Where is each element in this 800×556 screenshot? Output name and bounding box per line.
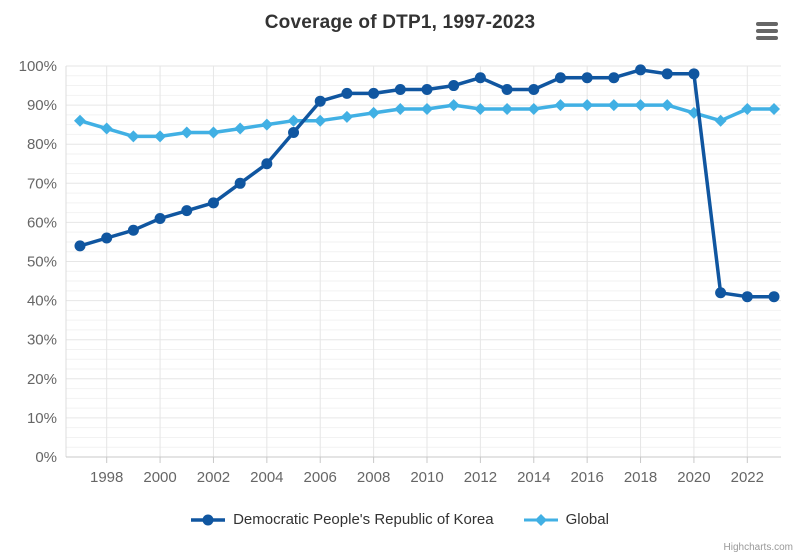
x-tick-label: 2008 [357,469,390,486]
data-point[interactable] [714,114,727,127]
data-point[interactable] [261,158,273,170]
data-point[interactable] [207,197,219,209]
data-point[interactable] [368,87,380,99]
x-tick-label: 2014 [517,469,550,486]
data-point[interactable] [741,103,754,116]
hamburger-menu-icon[interactable] [754,20,780,42]
x-tick-label: 2016 [570,469,603,486]
data-point[interactable] [127,224,139,236]
legend-label-dprk: Democratic People's Republic of Korea [233,511,494,528]
y-tick-label: 0% [35,449,57,466]
data-point[interactable] [741,291,753,303]
data-point[interactable] [554,99,567,112]
data-point[interactable] [180,126,193,139]
data-point[interactable] [100,122,113,135]
data-point[interactable] [661,99,674,112]
data-point[interactable] [635,64,647,76]
y-tick-label: 30% [27,332,57,349]
data-point[interactable] [154,212,166,224]
y-tick-label: 70% [27,175,57,192]
y-tick-label: 10% [27,410,57,427]
data-point[interactable] [340,110,353,123]
data-point[interactable] [501,103,514,116]
data-point[interactable] [448,80,460,92]
data-point[interactable] [154,130,167,143]
y-tick-label: 40% [27,293,57,310]
dprk-series-marker-icon [191,514,226,525]
data-point[interactable] [608,72,620,84]
data-point[interactable] [127,130,140,143]
data-point[interactable] [421,83,433,95]
data-point[interactable] [314,114,327,127]
data-point[interactable] [768,291,780,303]
minor-gridlines [66,75,781,448]
data-point[interactable] [688,68,700,80]
y-tick-label: 80% [27,136,57,153]
data-point[interactable] [394,103,407,116]
global-series-marker-icon [523,513,558,526]
data-point[interactable] [474,72,486,84]
data-point[interactable] [474,103,487,116]
series-dprk[interactable] [74,64,780,303]
menu-bar [756,22,778,26]
data-point[interactable] [287,114,300,127]
data-point[interactable] [74,114,86,127]
data-point[interactable] [581,99,594,112]
data-point[interactable] [581,72,593,84]
y-tick-label: 50% [27,254,57,271]
data-point[interactable] [181,205,193,217]
x-tick-label: 2002 [197,469,230,486]
data-point[interactable] [74,240,86,252]
x-tick-label: 2004 [250,469,283,486]
legend-label-global: Global [565,511,609,528]
data-point[interactable] [260,118,273,131]
legend-item-global[interactable]: Global [523,511,609,528]
data-point[interactable] [207,126,220,139]
y-tick-label: 60% [27,214,57,231]
x-tick-label: 2018 [624,469,657,486]
data-point[interactable] [234,122,247,135]
series-global[interactable] [74,99,780,143]
chart-title: Coverage of DTP1, 1997-2023 [264,12,536,33]
data-point[interactable] [554,72,566,84]
data-point[interactable] [661,68,673,80]
data-point[interactable] [607,99,620,112]
menu-bar [756,36,778,40]
highcharts-credit-link[interactable]: Highcharts.com [723,542,793,553]
data-point[interactable] [715,287,727,299]
chart-plot-area[interactable]: 0% 10% 20% 30% 40% 50% 60% 70% 80% 90% 100% 1998 200… [0,0,800,505]
x-tick-label: 2012 [464,469,497,486]
y-tick-label: 20% [27,371,57,388]
data-point[interactable] [421,103,433,116]
data-point[interactable] [101,232,113,244]
x-gridlines [106,66,748,463]
data-point[interactable] [768,103,780,116]
chart-legend: Democratic People's Republic of Korea Gl… [0,511,800,528]
data-point[interactable] [634,99,647,112]
y-axis-labels: 0% 10% 20% 30% 40% 50% 60% 70% 80% 90% 100% [19,58,57,466]
data-point[interactable] [527,103,540,116]
data-point[interactable] [394,83,406,95]
x-tick-label: 2010 [410,469,443,486]
data-point[interactable] [367,106,380,119]
x-axis-labels: 1998 2000 2002 2004 2006 2008 2010 2012 2014 2016… [90,469,764,486]
data-point[interactable] [234,177,246,189]
x-tick-label: 2006 [304,469,337,486]
x-tick-label: 2020 [677,469,710,486]
x-tick-label: 1998 [90,469,123,486]
x-tick-label: 2000 [143,469,176,486]
data-point[interactable] [447,99,460,112]
data-point[interactable] [288,126,300,138]
y-tick-label: 90% [27,97,57,114]
data-point[interactable] [314,95,326,107]
menu-bar [756,29,778,33]
legend-item-dprk[interactable]: Democratic People's Republic of Korea [191,511,494,528]
data-point[interactable] [501,83,513,95]
x-tick-label: 2022 [731,469,764,486]
data-point[interactable] [341,87,353,99]
y-tick-label: 100% [19,58,57,75]
data-point[interactable] [528,83,540,95]
